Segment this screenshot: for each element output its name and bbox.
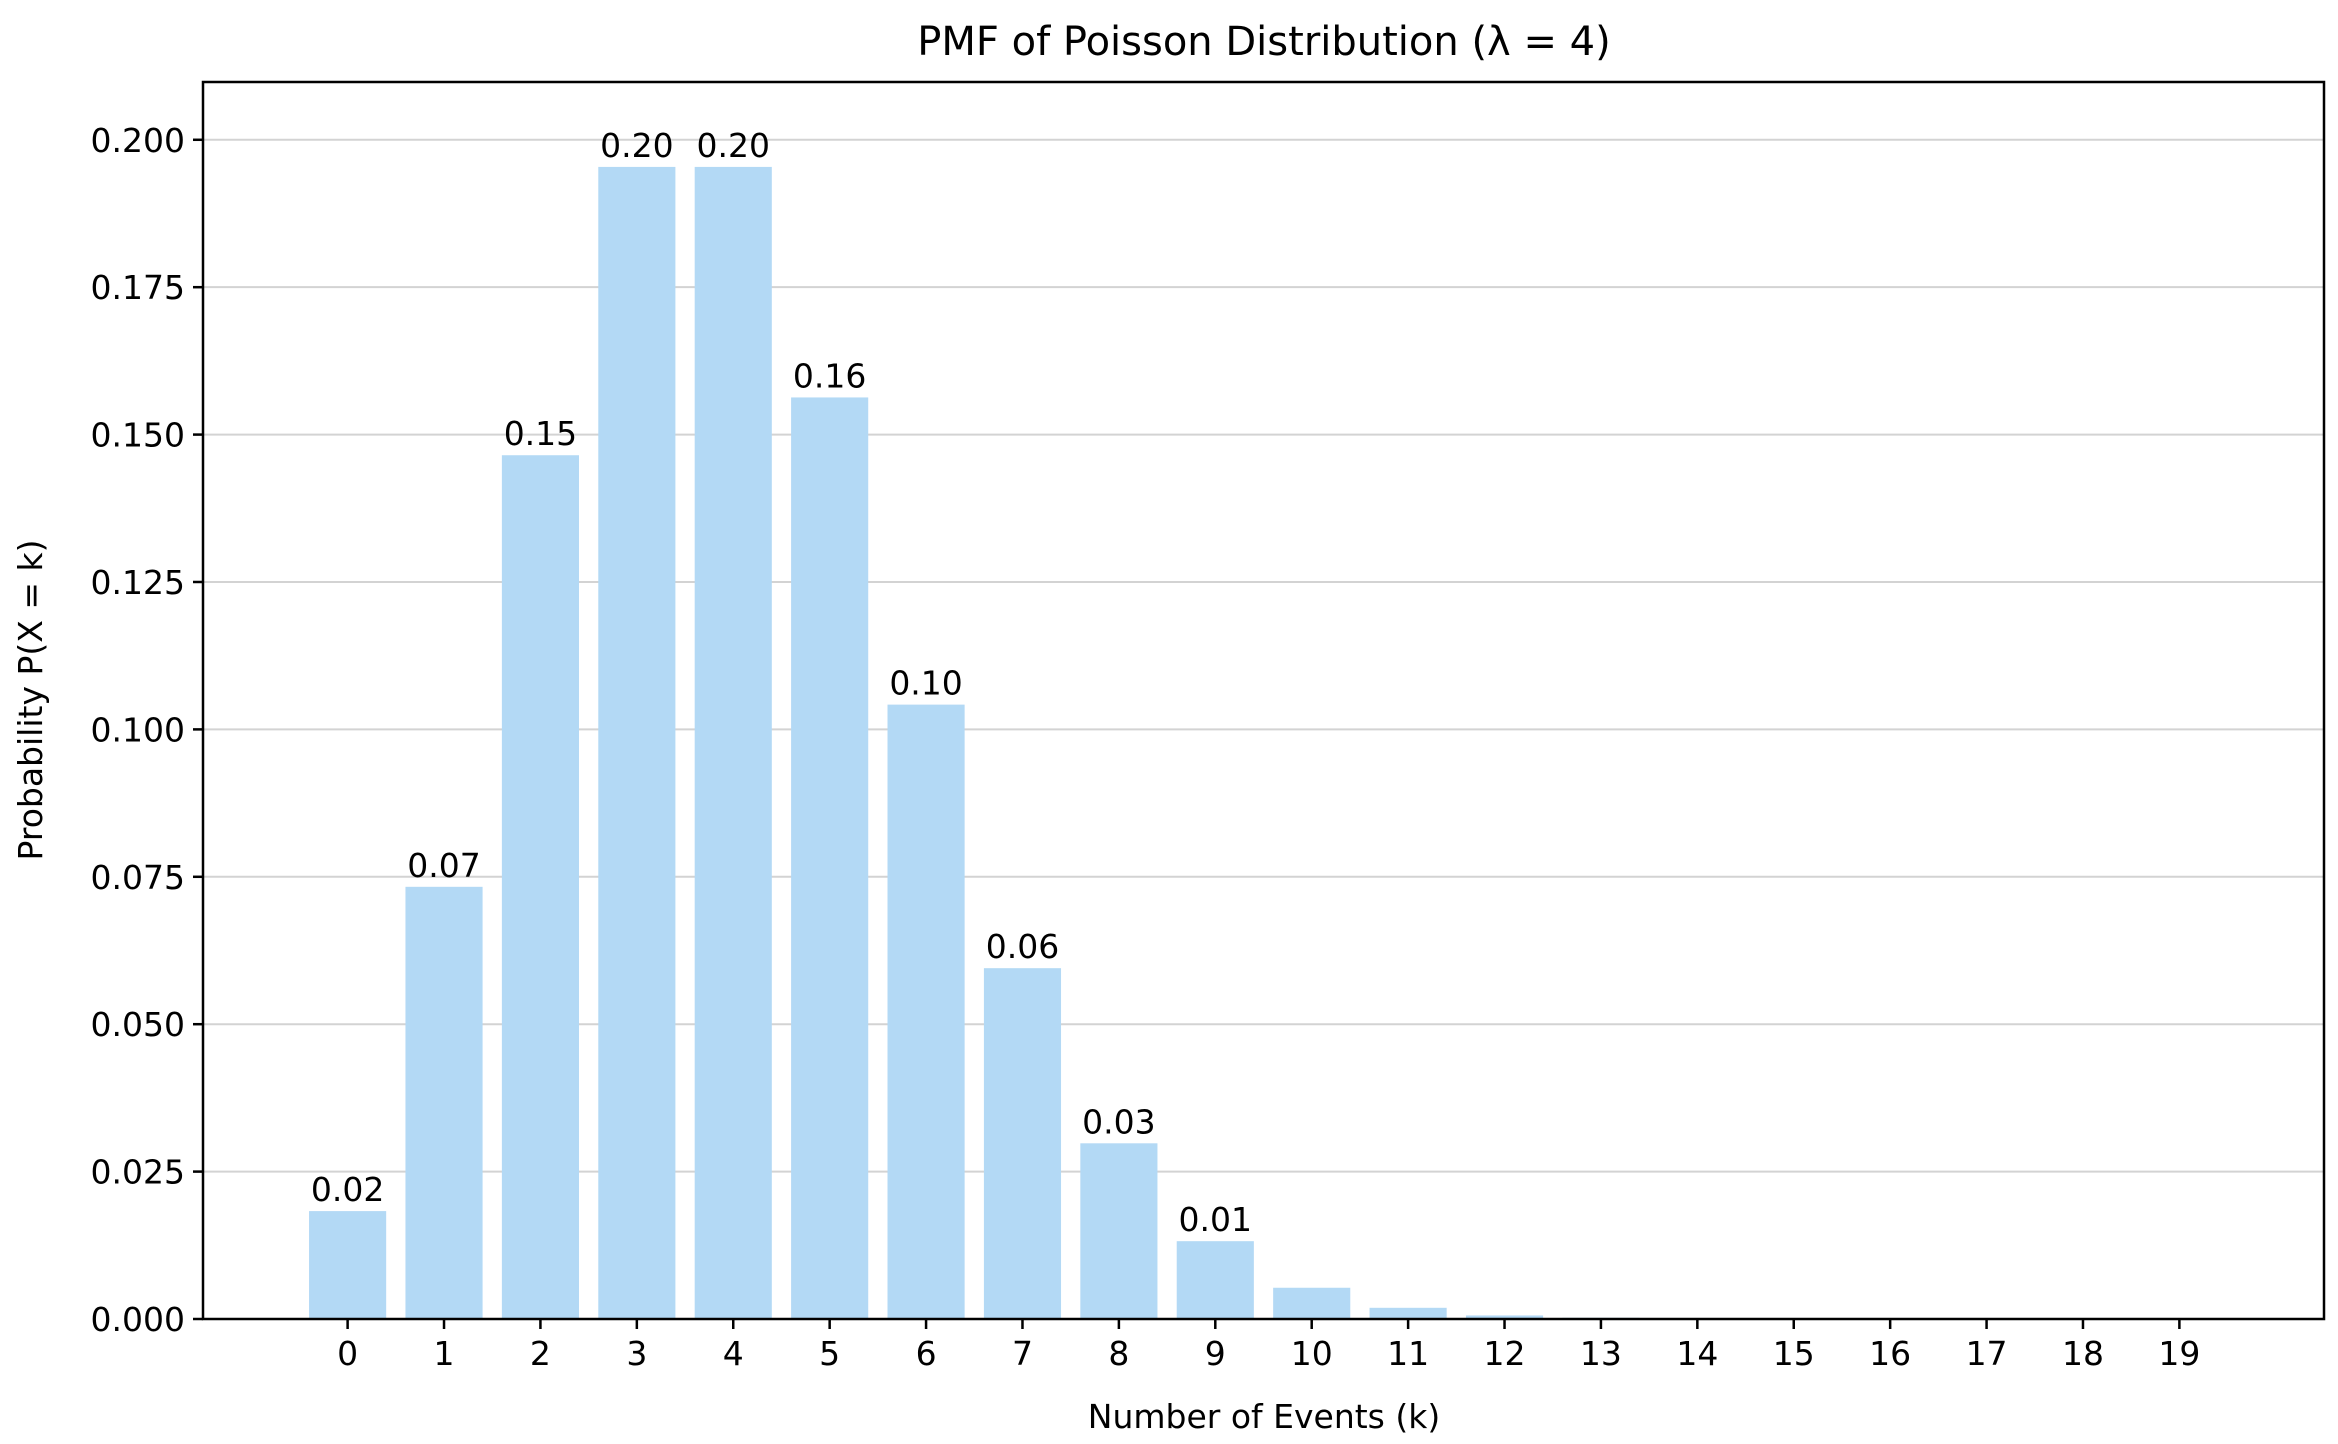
y-tick-label: 0.025 [91, 1153, 185, 1192]
y-tick-label: 0.175 [91, 268, 185, 307]
bar-5 [791, 397, 869, 1319]
bar-label-9: 0.01 [1179, 1200, 1252, 1239]
y-tick-label: 0.050 [91, 1005, 185, 1044]
bar-label-2: 0.15 [504, 414, 577, 453]
bar-label-7: 0.06 [986, 927, 1059, 966]
bar-12 [1465, 1315, 1544, 1319]
x-tick-label: 13 [1580, 1334, 1622, 1373]
x-tick-label: 1 [434, 1334, 455, 1373]
bar-label-0: 0.02 [311, 1170, 384, 1209]
y-tick-label: 0.125 [91, 563, 185, 602]
y-tick-label: 0.200 [91, 121, 185, 160]
y-tick-label: 0.000 [91, 1300, 185, 1339]
bar-label-4: 0.20 [697, 126, 770, 165]
chart-title: PMF of Poisson Distribution (λ = 4) [917, 19, 1610, 65]
bar-10 [1273, 1287, 1351, 1319]
bar-4 [694, 166, 772, 1320]
y-tick-label: 0.100 [91, 710, 185, 749]
bar-label-8: 0.03 [1082, 1102, 1155, 1141]
x-tick-label: 18 [2062, 1334, 2104, 1373]
x-tick-label: 15 [1773, 1334, 1815, 1373]
y-tick-label: 0.075 [91, 858, 185, 897]
x-tick-label: 4 [723, 1334, 744, 1373]
x-axis-label: Number of Events (k) [1088, 1397, 1440, 1436]
x-tick-label: 12 [1484, 1334, 1526, 1373]
bar-labels: 0.02 0.07 0.15 0.20 0.20 0.16 0.10 0.06 0.03 0.01 [311, 126, 1252, 1239]
x-tick-label: 7 [1012, 1334, 1033, 1373]
x-tick-label: 10 [1291, 1334, 1333, 1373]
x-tick-label: 17 [1966, 1334, 2008, 1373]
y-axis-label: Probability P(X = k) [11, 540, 50, 861]
bars [309, 166, 1736, 1320]
bar-label-1: 0.07 [407, 846, 480, 885]
bar-7 [983, 968, 1062, 1319]
x-tick-label: 3 [626, 1334, 647, 1373]
bar-2 [501, 455, 579, 1319]
bar-8 [1080, 1143, 1158, 1319]
bar-label-6: 0.10 [889, 664, 962, 703]
x-tick-label: 6 [916, 1334, 937, 1373]
bar-label-3: 0.20 [600, 126, 673, 165]
bar-1 [405, 886, 483, 1319]
x-tick-label: 2 [530, 1334, 551, 1373]
x-tick-label: 19 [2158, 1334, 2200, 1373]
x-tick-label: 8 [1108, 1334, 1129, 1373]
x-tick-label: 14 [1676, 1334, 1718, 1373]
bar-3 [598, 166, 676, 1320]
bar-11 [1369, 1307, 1447, 1319]
x-tick-label: 11 [1387, 1334, 1429, 1373]
bar-0 [309, 1211, 387, 1319]
x-tick-label: 0 [337, 1334, 358, 1373]
x-tick-label: 5 [819, 1334, 840, 1373]
y-tick-label: 0.150 [91, 416, 185, 455]
x-tick-label: 16 [1869, 1334, 1911, 1373]
plot-frame [201, 80, 2326, 1321]
bar-9 [1176, 1241, 1254, 1319]
bar-label-5: 0.16 [793, 356, 866, 395]
x-axis: 0 1 2 3 4 5 6 7 8 9 10 11 12 13 14 15 16 17 18 19 [337, 1319, 2200, 1373]
bar-6 [887, 704, 965, 1319]
x-tick-label: 9 [1205, 1334, 1226, 1373]
y-axis: 0.000 0.025 0.050 0.075 0.100 0.125 0.150 0.175… [91, 121, 203, 1339]
